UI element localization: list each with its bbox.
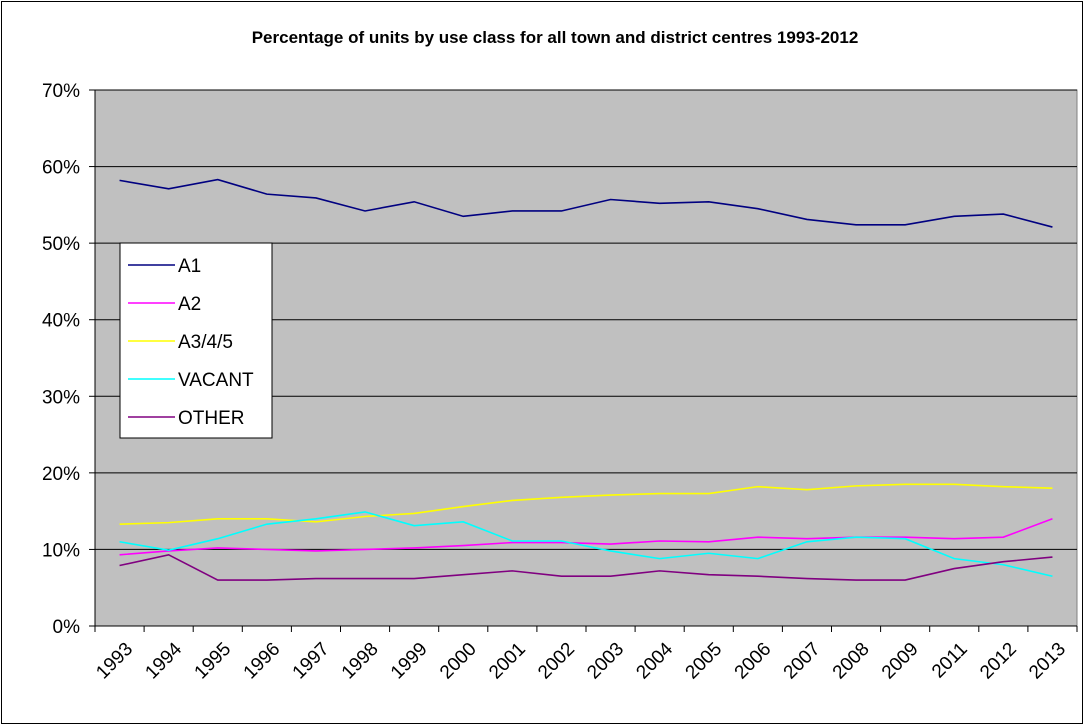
series-line [119, 553, 1053, 581]
legend-label: A2 [178, 294, 201, 315]
series-line [119, 483, 1053, 525]
y-tick-label: 50% [42, 234, 80, 255]
y-tick-label: 60% [42, 158, 80, 179]
y-tick-label: 30% [42, 387, 80, 408]
series-line [119, 511, 1053, 578]
legend-label: VACANT [178, 370, 254, 391]
chart-title: Percentage of units by use class for all… [252, 28, 859, 47]
legend-label: OTHER [178, 408, 245, 429]
y-tick-label: 20% [42, 464, 80, 485]
legend-label: A3/4/5 [178, 332, 233, 353]
series-line [119, 518, 1053, 556]
y-tick-label: 0% [53, 617, 81, 638]
series-line [119, 178, 1053, 228]
y-tick-label: 70% [42, 81, 80, 102]
y-tick-label: 40% [42, 311, 80, 332]
legend-label: A1 [178, 256, 201, 277]
y-tick-label: 10% [42, 540, 80, 561]
